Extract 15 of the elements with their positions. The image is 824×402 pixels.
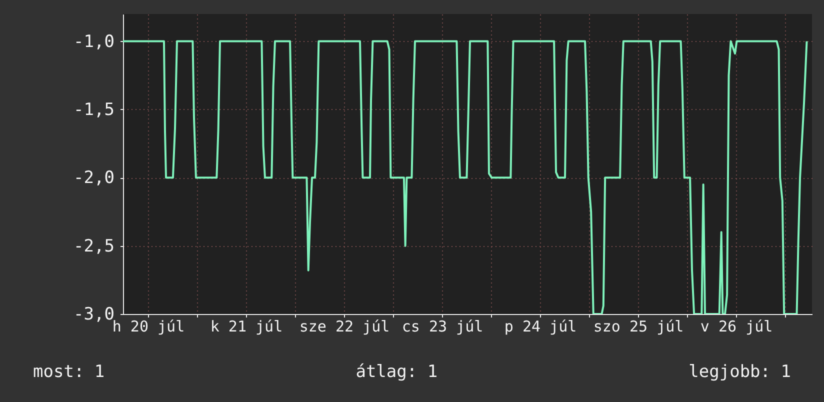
text: most: 1 <box>33 362 105 382</box>
x-tick-label: p 24 júl <box>504 318 577 336</box>
x-tick-label: cs 23 júl <box>402 318 484 336</box>
y-tick-label: -3,0 <box>74 304 114 324</box>
x-tick-label: v 26 júl <box>700 318 773 336</box>
y-tick-label: -2,5 <box>74 236 114 256</box>
y-tick-label: -2,0 <box>74 168 114 188</box>
x-tick-label: k 21 júl <box>210 318 283 336</box>
y-tick-label: -1,0 <box>74 32 114 52</box>
text: átlag: 1 <box>356 362 438 382</box>
y-tick-label: -1,5 <box>74 100 114 120</box>
text: legjobb: 1 <box>688 362 791 382</box>
x-tick-label: szo 25 júl <box>593 318 684 336</box>
x-tick-label: sze 22 júl <box>299 318 390 336</box>
x-tick-label: h 20 júl <box>112 318 185 336</box>
